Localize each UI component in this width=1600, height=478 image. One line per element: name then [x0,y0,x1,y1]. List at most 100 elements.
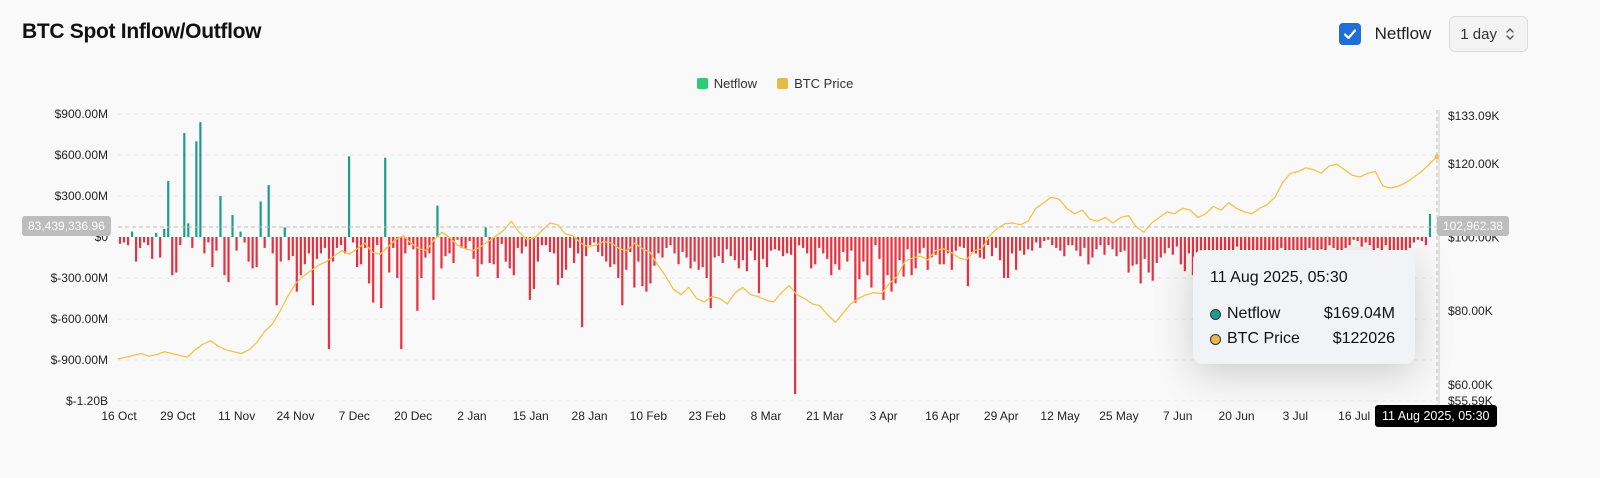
x-tick-label: 15 Jan [513,409,549,423]
netflow-checkbox[interactable] [1338,23,1361,45]
netflow-bar [753,237,757,261]
legend-item-netflow[interactable]: Netflow [696,76,757,91]
x-tick-label: 20 Jun [1219,409,1255,423]
netflow-bar [239,231,242,237]
netflow-bar [589,237,592,246]
netflow-bar [1240,237,1243,262]
netflow-bar [1143,237,1146,259]
netflow-bar [757,237,761,294]
crosshair-x-label: 11 Aug 2025, 05:30 [1375,405,1497,427]
netflow-bar [1428,213,1432,237]
netflow-bar [460,237,463,248]
netflow-bar [854,237,857,303]
netflow-bar [946,237,949,254]
netflow-bar [822,237,825,254]
netflow-bar [412,237,415,250]
netflow-bar [1035,237,1038,243]
netflow-bar [1400,237,1403,258]
netflow-bar [765,237,769,268]
x-tick-label: 20 Dec [394,409,432,423]
netflow-bar [544,237,548,246]
x-tick-label: 29 Oct [160,409,196,423]
netflow-bar [870,237,873,288]
netflow-bar [601,237,604,257]
netflow-bar [1171,237,1174,255]
netflow-checkbox-label[interactable]: Netflow [1374,24,1432,43]
netflow-bar [504,237,507,262]
netflow-bar [303,237,306,265]
x-tick-label: 3 Jul [1283,409,1308,423]
netflow-bar [1320,237,1323,250]
netflow-bar [384,157,387,237]
netflow-bar [617,237,620,278]
x-tick-label: 23 Feb [689,409,727,423]
netflow-bar [1372,237,1375,251]
netflow-bar [882,237,885,300]
netflow-bar [307,237,310,254]
netflow-bar [1392,237,1395,257]
netflow-bar [564,237,568,270]
netflow-bar [480,237,483,265]
netflow-bar [1091,237,1094,258]
netflow-bar [914,237,917,269]
netflow-bar [781,237,785,257]
netflow-bar [1384,237,1387,246]
chart-legend: Netflow BTC Price [0,76,1550,91]
netflow-bar [577,237,580,254]
netflow-bar [259,201,262,237]
netflow-bar [866,237,869,276]
x-tick-label: 2 Jan [457,409,486,423]
legend-swatch-netflow [696,78,708,89]
netflow-bar [994,237,998,248]
netflow-bar [1183,237,1186,272]
netflow-bar [1087,237,1090,265]
netflow-bar [456,237,459,240]
netflow-bar [1416,237,1420,240]
netflow-bar [1276,237,1279,263]
netflow-bar [942,237,945,265]
netflow-bar [1139,237,1142,284]
netflow-bar [1027,237,1030,250]
netflow-bar [789,237,793,255]
netflow-bar [1328,237,1331,246]
netflow-bar [476,237,479,277]
legend-item-btc-price[interactable]: BTC Price [777,76,853,91]
netflow-bar [673,237,676,254]
interval-select[interactable]: 1 day [1449,16,1528,52]
interval-select-value: 1 day [1460,25,1497,43]
netflow-bar [1284,237,1287,255]
netflow-bar [1147,237,1150,273]
netflow-bar [355,237,359,268]
netflow-bar [777,237,781,251]
netflow-bar [279,237,282,262]
netflow-bar [802,237,805,248]
netflow-bar [1231,237,1235,251]
netflow-bar [986,237,990,246]
netflow-bar [1155,237,1158,263]
netflow-bar [251,237,254,269]
netflow-bar [416,237,419,311]
netflow-bar [1179,237,1182,265]
netflow-bar [709,237,712,309]
netflow-bar [701,237,704,268]
netflow-bar [1296,237,1299,261]
netflow-bar [267,185,270,237]
netflow-bar [898,237,901,261]
netflow-bar [215,237,218,251]
netflow-bar [725,237,728,250]
netflow-bar [291,237,294,257]
legend-swatch-btc-price [777,78,789,89]
netflow-bar [918,237,921,254]
netflow-bar [295,237,298,292]
chart-controls: Netflow 1 day [1338,16,1528,52]
netflow-bar [1376,237,1379,248]
netflow-bar [741,237,744,261]
netflow-bar [231,215,234,237]
netflow-bar [432,237,435,300]
y-left-tick-label: $300.00M [55,189,108,203]
netflow-bar [243,237,246,243]
netflow-bar [235,237,238,251]
netflow-bar [171,237,174,276]
netflow-bar [806,237,809,254]
